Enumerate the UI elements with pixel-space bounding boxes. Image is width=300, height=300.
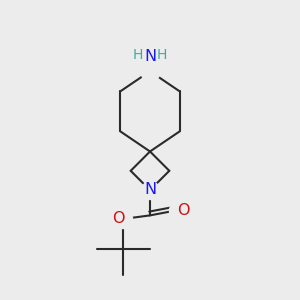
Text: N: N: [144, 182, 156, 197]
Text: O: O: [177, 202, 190, 217]
Text: O: O: [112, 212, 125, 226]
Text: H: H: [133, 48, 143, 62]
Text: N: N: [144, 50, 156, 64]
Text: H: H: [157, 48, 167, 62]
